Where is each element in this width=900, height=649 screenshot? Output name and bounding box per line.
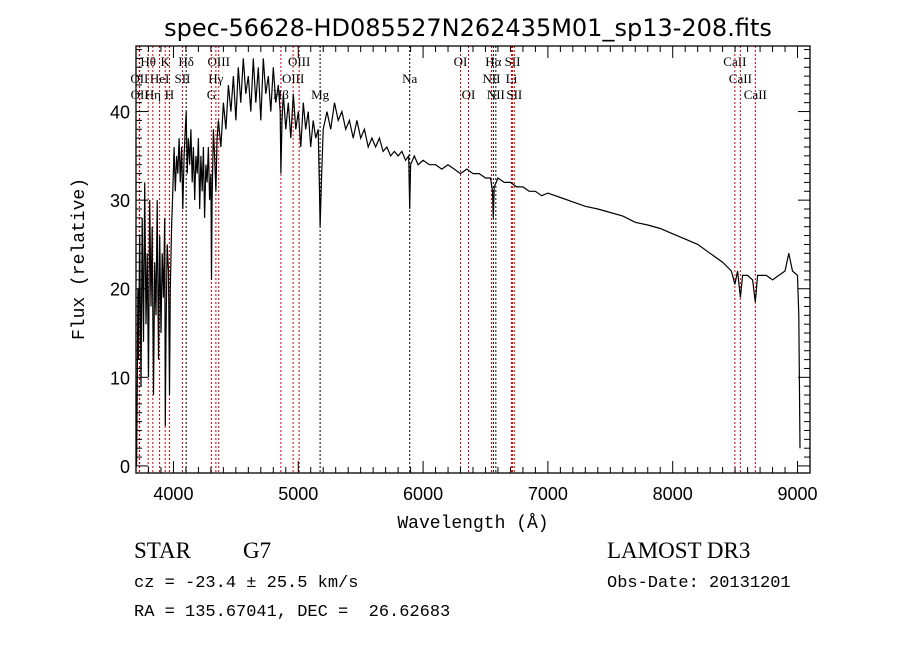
line-marker-label: H <box>165 87 174 102</box>
y-tick-label: 0 <box>120 457 130 477</box>
x-tick-label: 5000 <box>278 484 318 504</box>
line-marker-label: NII <box>487 87 505 102</box>
obs-date: Obs-Date: 20131201 <box>607 574 791 593</box>
x-tick-label: 4000 <box>153 484 193 504</box>
line-marker-label: Hα <box>485 54 501 69</box>
line-marker-label: Hθ <box>140 54 156 69</box>
series-layer <box>136 58 801 466</box>
x-tick-label: 8000 <box>653 484 693 504</box>
line-marker-label: K <box>161 54 171 69</box>
line-markers: Hθ K Hδ OIII OIII OI Hα SII CaII OII HeI SII Hγ OIII N… <box>130 46 767 473</box>
spectrum-line <box>136 58 801 466</box>
line-marker-label: OI <box>462 87 476 102</box>
line-marker-label: SII <box>506 87 522 102</box>
line-marker-label: SII <box>505 54 521 69</box>
line-marker-label: CaII <box>729 71 752 86</box>
line-marker-label: OIII <box>208 54 230 69</box>
line-marker-label: G <box>207 87 216 102</box>
line-marker-label: Li <box>506 71 518 86</box>
line-marker-label: OIII <box>282 71 304 86</box>
axis-ticks: 4000 5000 6000 7000 8000 9000 0 10 20 30 40 <box>110 46 818 504</box>
survey-name: LAMOST DR3 <box>607 538 751 563</box>
line-marker-label: NII <box>482 71 500 86</box>
line-marker-label: OII <box>131 87 149 102</box>
x-tick-label: 6000 <box>403 484 443 504</box>
object-subclass: G7 <box>243 538 272 563</box>
y-tick-label: 20 <box>110 280 130 300</box>
y-tick-label: 10 <box>110 368 130 388</box>
y-axis-label: Flux (relative) <box>70 178 90 340</box>
line-marker-label: OIII <box>288 54 310 69</box>
coordinates-text: RA = 135.67041, DEC = 26.62683 <box>134 603 451 622</box>
y-tick-label: 40 <box>110 103 130 123</box>
line-marker-label: HeI <box>150 71 170 86</box>
chart-title: spec-56628-HD085527N262435M01_sp13-208.f… <box>164 14 772 42</box>
line-marker-label: Mg <box>311 87 330 102</box>
line-marker-label: OI <box>454 54 468 69</box>
line-marker-label: Hδ <box>178 54 194 69</box>
x-tick-label: 7000 <box>528 484 568 504</box>
y-tick-label: 30 <box>110 191 130 211</box>
line-marker-label: CaII <box>723 54 746 69</box>
object-class: STAR <box>134 538 191 563</box>
line-marker-label: CaII <box>744 87 767 102</box>
line-marker-label: Hγ <box>208 71 223 86</box>
x-tick-label: 9000 <box>777 484 817 504</box>
x-axis-label: Wavelength (Å) <box>397 513 548 534</box>
line-marker-label: Hη <box>145 87 161 102</box>
redshift-text: cz = -23.4 ± 25.5 km/s <box>134 574 359 593</box>
plot-frame <box>135 45 811 474</box>
line-marker-label: Na <box>402 71 417 86</box>
line-marker-label: SII <box>174 71 190 86</box>
